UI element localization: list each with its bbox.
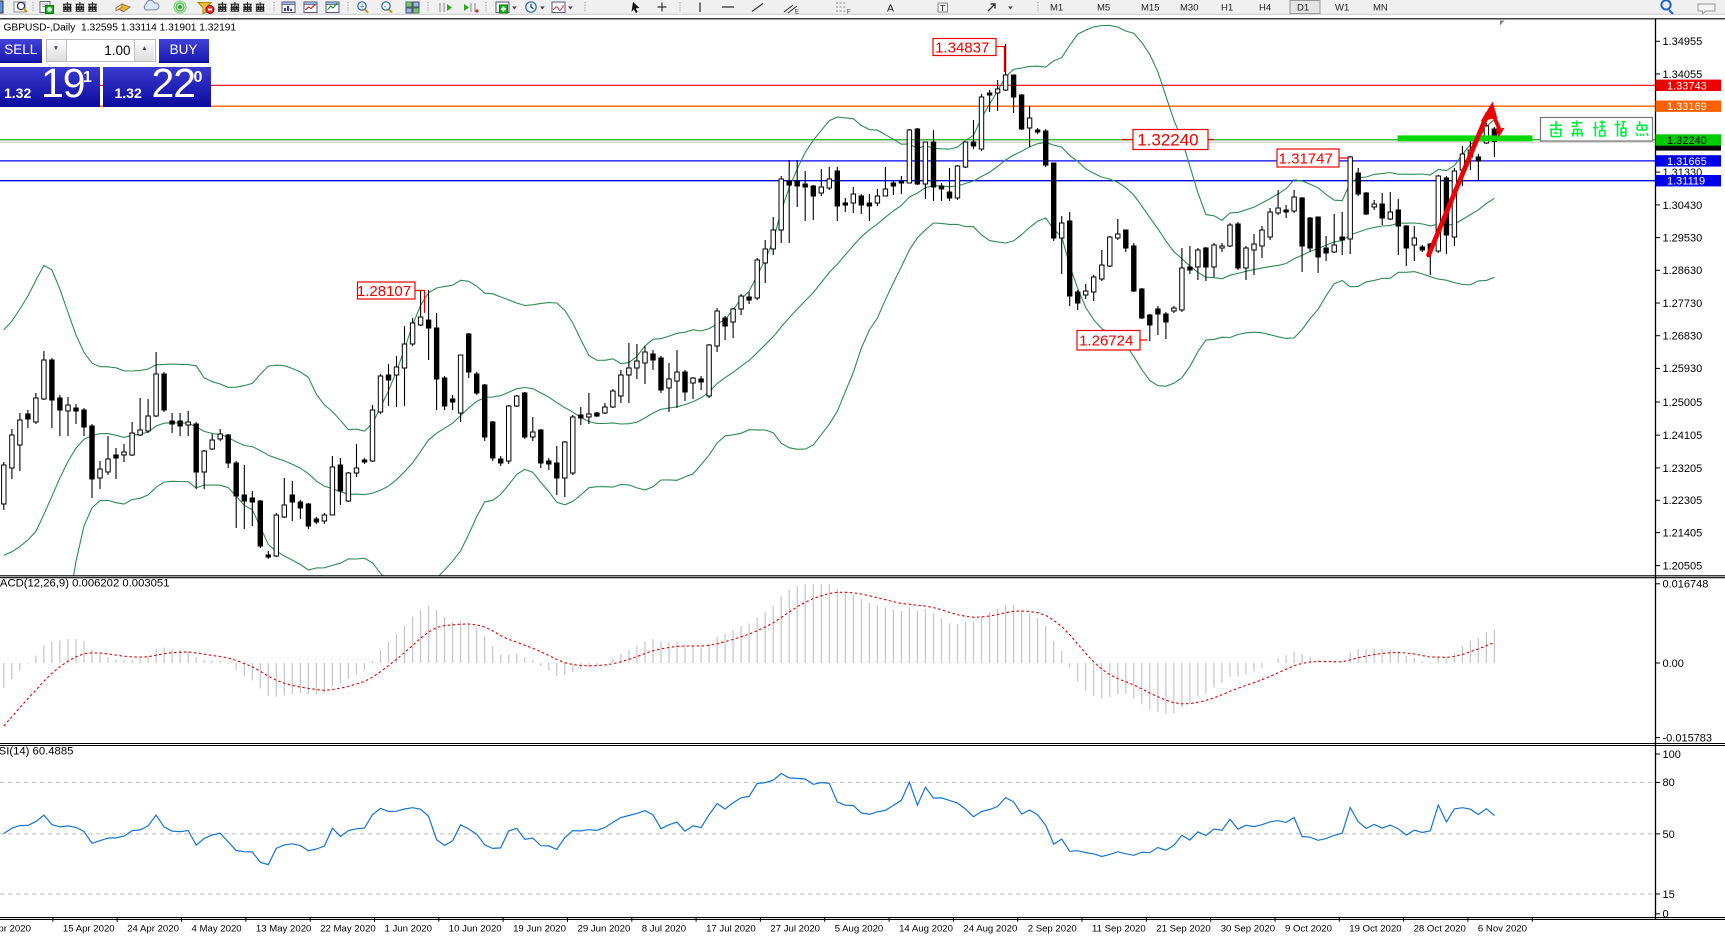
svg-text:F: F bbox=[847, 10, 851, 16]
svg-text:W1: W1 bbox=[1335, 3, 1349, 14]
svg-text:1.34837: 1.34837 bbox=[935, 39, 989, 56]
svg-text:1.26830: 1.26830 bbox=[1663, 331, 1703, 343]
svg-text:21 Sep 2020: 21 Sep 2020 bbox=[1156, 924, 1210, 935]
svg-text:13 May 2020: 13 May 2020 bbox=[256, 924, 311, 935]
svg-text:1.31747: 1.31747 bbox=[1279, 150, 1333, 167]
svg-text:1.21405: 1.21405 bbox=[1663, 528, 1703, 540]
svg-text:1.25930: 1.25930 bbox=[1663, 363, 1703, 375]
svg-text:1.32240: 1.32240 bbox=[1667, 135, 1707, 147]
svg-text:GBPUSD-,Daily 1.32595 1.33114: GBPUSD-,Daily 1.32595 1.33114 1.31901 1.… bbox=[4, 23, 237, 34]
svg-text:1.31119: 1.31119 bbox=[1667, 176, 1705, 188]
svg-text:MN: MN bbox=[1373, 3, 1388, 14]
svg-text:M1: M1 bbox=[1050, 3, 1063, 14]
svg-text:24 Aug 2020: 24 Aug 2020 bbox=[963, 924, 1017, 935]
svg-text:E: E bbox=[795, 10, 799, 16]
svg-text:H1: H1 bbox=[1221, 3, 1233, 14]
svg-text:M5: M5 bbox=[1097, 3, 1110, 14]
svg-text:6 Nov 2020: 6 Nov 2020 bbox=[1478, 924, 1527, 935]
svg-text:0.00: 0.00 bbox=[1663, 658, 1684, 670]
svg-text:8 Jul 2020: 8 Jul 2020 bbox=[642, 924, 686, 935]
svg-text:D1: D1 bbox=[1297, 3, 1309, 14]
svg-text:-: - bbox=[384, 2, 387, 11]
svg-text:15 Apr 2020: 15 Apr 2020 bbox=[63, 924, 115, 935]
svg-text:27 Jul 2020: 27 Jul 2020 bbox=[770, 924, 820, 935]
svg-text:-0.015783: -0.015783 bbox=[1663, 733, 1713, 745]
svg-text:M15: M15 bbox=[1141, 3, 1159, 14]
svg-text:1.30430: 1.30430 bbox=[1663, 200, 1703, 212]
svg-text:1.24105: 1.24105 bbox=[1663, 430, 1703, 442]
svg-text:1.25005: 1.25005 bbox=[1663, 397, 1703, 409]
svg-text:1.33743: 1.33743 bbox=[1667, 80, 1707, 92]
svg-text:14 Aug 2020: 14 Aug 2020 bbox=[899, 924, 953, 935]
svg-text:RSI(14) 60.4885: RSI(14) 60.4885 bbox=[0, 746, 73, 758]
svg-text:4 May 2020: 4 May 2020 bbox=[192, 924, 242, 935]
svg-text:1.34055: 1.34055 bbox=[1663, 69, 1703, 81]
svg-text:1.20505: 1.20505 bbox=[1663, 561, 1703, 573]
svg-text:1.26724: 1.26724 bbox=[1079, 333, 1133, 350]
svg-text:80: 80 bbox=[1663, 777, 1675, 789]
svg-text:1.22305: 1.22305 bbox=[1663, 495, 1703, 507]
svg-text:15: 15 bbox=[1663, 889, 1675, 901]
svg-text:A: A bbox=[887, 3, 894, 15]
svg-text:2 Sep 2020: 2 Sep 2020 bbox=[1028, 924, 1077, 935]
svg-text:24 Apr 2020: 24 Apr 2020 bbox=[127, 924, 179, 935]
svg-text:0: 0 bbox=[1663, 909, 1669, 921]
svg-text:1 Jun 2020: 1 Jun 2020 bbox=[385, 924, 432, 935]
svg-text:T: T bbox=[940, 3, 945, 13]
svg-text:100: 100 bbox=[1663, 749, 1681, 761]
svg-text:1.28107: 1.28107 bbox=[357, 283, 411, 300]
svg-text:28 Oct 2020: 28 Oct 2020 bbox=[1414, 924, 1466, 935]
svg-text:1.23205: 1.23205 bbox=[1663, 463, 1703, 475]
svg-text:1.29530: 1.29530 bbox=[1663, 232, 1703, 244]
svg-text:22 May 2020: 22 May 2020 bbox=[320, 924, 375, 935]
svg-text:H4: H4 bbox=[1259, 3, 1271, 14]
svg-text:1.33169: 1.33169 bbox=[1667, 101, 1707, 113]
svg-text:0.016748: 0.016748 bbox=[1663, 579, 1709, 591]
svg-text:19 Jun 2020: 19 Jun 2020 bbox=[513, 924, 566, 935]
svg-text:1.31665: 1.31665 bbox=[1667, 156, 1707, 168]
svg-text:1.34955: 1.34955 bbox=[1663, 36, 1703, 48]
svg-text:30 Sep 2020: 30 Sep 2020 bbox=[1221, 924, 1275, 935]
svg-text:1.32240: 1.32240 bbox=[1137, 131, 1198, 150]
svg-text:+: + bbox=[360, 2, 365, 11]
svg-text:6 Apr 2020: 6 Apr 2020 bbox=[0, 924, 31, 935]
svg-text:19 Oct 2020: 19 Oct 2020 bbox=[1349, 924, 1401, 935]
svg-text:MACD(12,26,9) 0.006202 0.00305: MACD(12,26,9) 0.006202 0.003051 bbox=[0, 578, 170, 590]
svg-text:9 Oct 2020: 9 Oct 2020 bbox=[1285, 924, 1332, 935]
svg-text:10 Jun 2020: 10 Jun 2020 bbox=[449, 924, 502, 935]
svg-text:1.27730: 1.27730 bbox=[1663, 298, 1703, 310]
svg-text:11 Sep 2020: 11 Sep 2020 bbox=[1092, 924, 1146, 935]
svg-text:M30: M30 bbox=[1180, 3, 1198, 14]
svg-text:17 Jul 2020: 17 Jul 2020 bbox=[706, 924, 756, 935]
svg-text:5 Aug 2020: 5 Aug 2020 bbox=[835, 924, 884, 935]
svg-text:1.28630: 1.28630 bbox=[1663, 265, 1703, 277]
svg-text:50: 50 bbox=[1663, 829, 1675, 841]
svg-text:29 Jun 2020: 29 Jun 2020 bbox=[578, 924, 631, 935]
